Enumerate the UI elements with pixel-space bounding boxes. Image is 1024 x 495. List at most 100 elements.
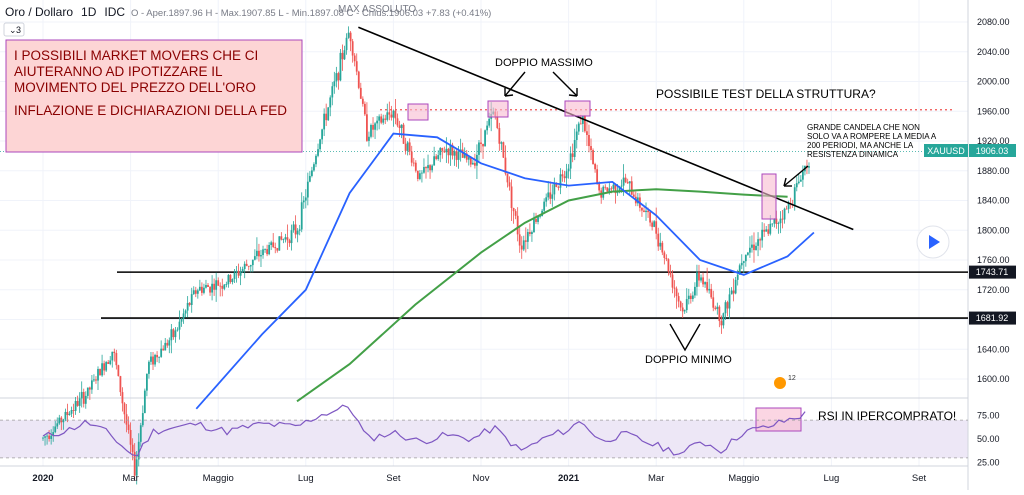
candle-body bbox=[687, 295, 690, 300]
candle-body bbox=[196, 290, 199, 294]
highlight-box-top2 bbox=[564, 100, 591, 117]
candle-body bbox=[347, 32, 350, 38]
candle-body bbox=[608, 188, 611, 192]
candle-body bbox=[488, 118, 491, 126]
candle-body bbox=[453, 151, 456, 156]
candle-body bbox=[396, 118, 399, 126]
candle-body bbox=[555, 183, 558, 187]
time-tick-label: Nov bbox=[473, 473, 490, 484]
level-badge bbox=[969, 265, 1016, 279]
time-tick-label: Maggio bbox=[728, 473, 759, 484]
ath-label: MAX ASSOLUTO bbox=[338, 4, 416, 15]
candle-body bbox=[437, 155, 440, 159]
candle-body bbox=[573, 140, 576, 157]
rsi-tick-label: 25.00 bbox=[977, 458, 1000, 468]
candle-body bbox=[549, 192, 552, 199]
candle-body bbox=[588, 135, 590, 147]
arrow-top1 bbox=[504, 71, 526, 97]
candle-body bbox=[586, 131, 588, 136]
candle-body bbox=[182, 313, 185, 319]
candle-body bbox=[278, 236, 281, 251]
candle-body bbox=[42, 437, 44, 439]
candle-body bbox=[793, 187, 796, 206]
candle-body bbox=[327, 107, 330, 121]
candle-body bbox=[88, 387, 91, 390]
note-line-4: INFLAZIONE E DICHIARAZIONI DELLA FED bbox=[14, 103, 287, 118]
candle-body bbox=[571, 153, 574, 157]
candle-body bbox=[366, 114, 368, 141]
candle-body bbox=[508, 182, 511, 187]
candle-body bbox=[455, 151, 458, 160]
candle-body bbox=[563, 176, 566, 179]
candle-body bbox=[785, 208, 788, 210]
candle-body bbox=[86, 387, 89, 396]
candle-body bbox=[253, 256, 256, 260]
candle-body bbox=[386, 112, 389, 120]
candle-body bbox=[335, 73, 338, 82]
candle-body bbox=[602, 186, 605, 198]
candle-body bbox=[121, 392, 124, 404]
candle-body bbox=[378, 116, 381, 121]
candle-body bbox=[675, 288, 678, 297]
candle-body bbox=[135, 459, 138, 476]
candle-body bbox=[734, 279, 737, 294]
candle-body bbox=[746, 252, 749, 255]
candle-body bbox=[370, 125, 372, 137]
indicators-toggle[interactable] bbox=[3, 22, 25, 37]
candle-body bbox=[412, 162, 415, 164]
candle-body bbox=[559, 174, 562, 188]
time-tick-label: Mar bbox=[648, 473, 664, 484]
ma50-line bbox=[195, 132, 815, 410]
event-badge-icon[interactable] bbox=[774, 377, 786, 389]
candle-body bbox=[174, 330, 177, 338]
indicators-chevron-icon: ⌄ bbox=[9, 25, 17, 35]
play-icon bbox=[929, 235, 940, 249]
candle-body bbox=[256, 250, 258, 257]
data-source: IDC bbox=[104, 5, 125, 19]
candle-body bbox=[192, 290, 195, 295]
candle-body bbox=[561, 174, 564, 177]
candle-body bbox=[141, 413, 144, 426]
price-tick-label: 1760.00 bbox=[977, 255, 1010, 265]
candle-body bbox=[545, 197, 548, 202]
candle-body bbox=[131, 444, 134, 452]
symbol-name: Oro / Dollaro bbox=[5, 5, 73, 19]
candle-body bbox=[186, 302, 189, 311]
candle-body bbox=[331, 86, 334, 98]
time-axis[interactable]: 2020 Mar Maggio Lug Set Nov 2021 Mar Maggio Lug Se… bbox=[32, 473, 926, 484]
candle-body bbox=[421, 172, 423, 174]
candle-body bbox=[553, 183, 556, 195]
candle-body bbox=[447, 148, 450, 156]
interval[interactable]: 1D bbox=[81, 5, 97, 19]
candle-body bbox=[213, 283, 216, 290]
candle-body bbox=[190, 294, 193, 305]
candle-body bbox=[166, 342, 169, 346]
note-line-3: MOVIMENTO DEL PREZZO DELL'ORO bbox=[14, 80, 256, 95]
candle-body bbox=[374, 123, 376, 130]
candle-body bbox=[429, 165, 431, 171]
candle-body bbox=[382, 118, 385, 123]
candle-body bbox=[510, 186, 513, 208]
candle-body bbox=[284, 237, 287, 240]
annotation-arrows bbox=[504, 71, 809, 352]
level-badges: 1743.71 1681.92 bbox=[969, 265, 1016, 325]
candle-body bbox=[194, 290, 197, 294]
rsi-tick-label: 50.00 bbox=[977, 434, 1000, 444]
candle-body bbox=[641, 207, 643, 211]
candle-body bbox=[443, 150, 446, 153]
candle-body bbox=[620, 185, 623, 187]
candle-body bbox=[93, 379, 95, 381]
candle-body bbox=[771, 223, 774, 225]
candle-body bbox=[72, 410, 75, 411]
rsi-tick-label: 75.00 bbox=[977, 410, 1000, 420]
candle-body bbox=[207, 285, 209, 287]
candle-body bbox=[628, 181, 631, 184]
candle-body bbox=[372, 125, 374, 130]
candle-body bbox=[569, 153, 572, 169]
price-axis[interactable]: 2080.00 2040.00 2000.00 1960.00 1920.00 1880.… bbox=[977, 17, 1010, 384]
candle-body bbox=[594, 164, 596, 170]
candle-body bbox=[671, 274, 674, 288]
candle-body bbox=[286, 237, 289, 241]
candle-body bbox=[504, 157, 507, 174]
